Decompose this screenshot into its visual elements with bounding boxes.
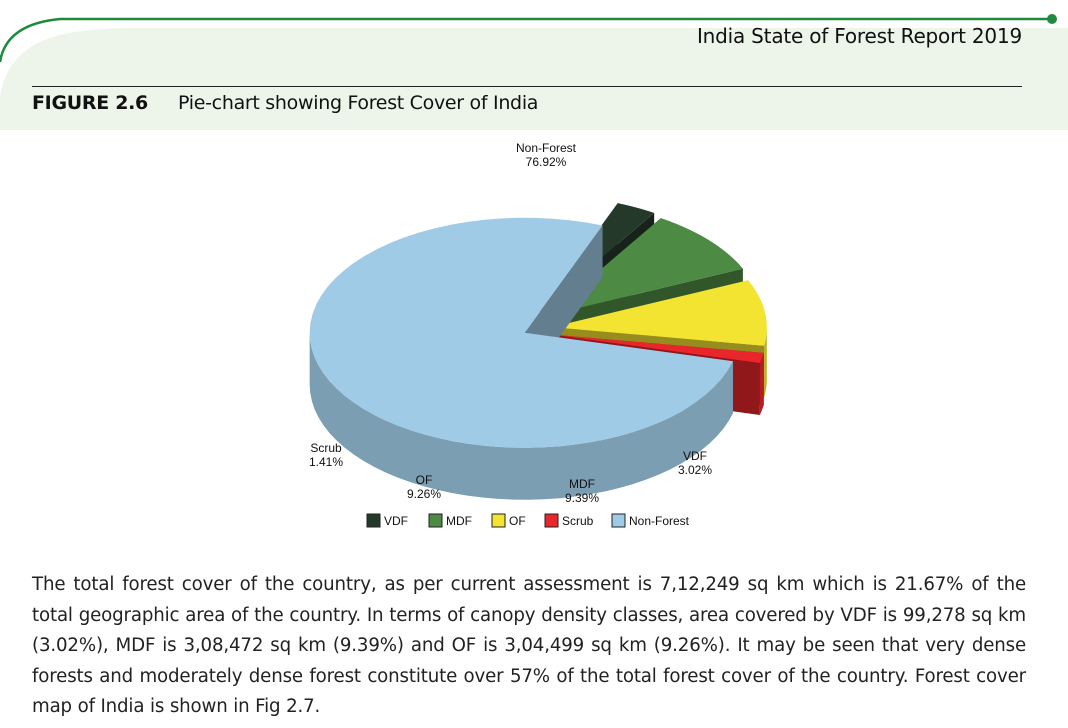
legend-label-scrub: Scrub [562, 514, 594, 528]
figure-caption: FIGURE 2.6 Pie-chart showing Forest Cove… [32, 92, 538, 114]
legend-item-mdf: MDF [428, 513, 472, 528]
slice-label-mdf: MDF [569, 477, 595, 491]
legend-label-of: OF [509, 514, 526, 528]
legend-swatch-vdf [366, 513, 381, 528]
header-panel [0, 28, 1068, 130]
legend-swatch-mdf [428, 513, 443, 528]
legend-swatch-scrub [544, 513, 559, 528]
legend-label-mdf: MDF [446, 514, 472, 528]
header-decoration [0, 14, 1068, 130]
legend-item-vdf: VDF [366, 513, 408, 528]
figure-title: Pie-chart showing Forest Cover of India [178, 92, 539, 114]
slice-label-of: OF [416, 473, 433, 487]
slice-value-non-forest: 76.92% [526, 155, 567, 169]
slice-label-non-forest: Non-Forest [516, 141, 577, 155]
body-paragraph: The total forest cover of the country, a… [32, 574, 1026, 717]
header-accent-dot [1047, 14, 1057, 24]
slice-value-mdf: 9.39% [565, 491, 599, 505]
report-title: India State of Forest Report 2019 [696, 24, 1022, 48]
figure-label: FIGURE 2.6 [32, 92, 148, 114]
legend-label-vdf: VDF [384, 514, 408, 528]
legend-swatch-of [491, 513, 506, 528]
legend-label-non-forest: Non-Forest [629, 514, 690, 528]
slice-label-scrub: Scrub [310, 441, 342, 455]
legend-item-scrub: Scrub [544, 513, 594, 528]
pie-slice-non-forest [309, 217, 733, 500]
forest-cover-pie-chart: Non-Forest76.92%VDF3.02%MDF9.39%OF9.26%S… [309, 141, 767, 528]
legend-item-of: OF [491, 513, 526, 528]
slice-value-vdf: 3.02% [678, 463, 712, 477]
chart-legend: VDF MDF OF Scrub Non-Forest [366, 513, 690, 528]
header-rule [32, 86, 1022, 87]
legend-item-non-forest: Non-Forest [611, 513, 690, 528]
slice-value-scrub: 1.41% [309, 455, 343, 469]
slice-label-vdf: VDF [683, 449, 707, 463]
header-accent-line [0, 17, 1052, 63]
slice-value-of: 9.26% [407, 487, 441, 501]
legend-swatch-non-forest [611, 513, 626, 528]
